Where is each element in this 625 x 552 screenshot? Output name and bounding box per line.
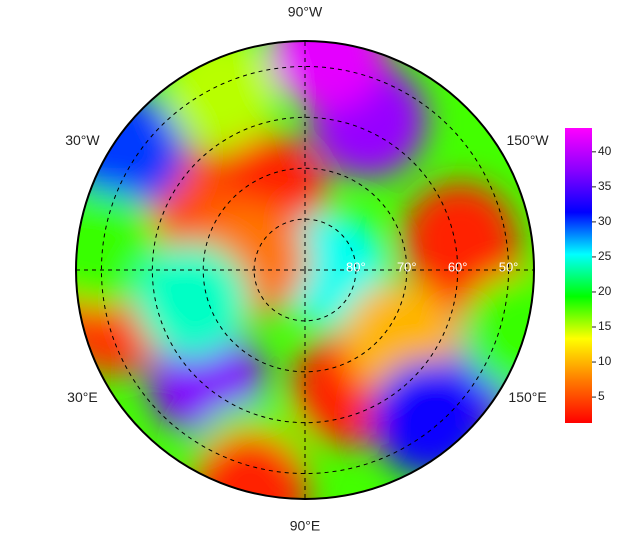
colorbar-tick-label: 20: [598, 284, 612, 298]
latitude-label: 80°: [346, 259, 366, 274]
latitude-label: 60°: [448, 259, 468, 274]
colorbar: 5 10 15 20 25 30 35 40: [565, 128, 612, 423]
colorbar-tick-label: 10: [598, 354, 612, 368]
graticule: [76, 41, 534, 499]
map-border: [75, 40, 535, 500]
colorbar-tick-label: 5: [598, 389, 605, 403]
colorbar-tick-label: 15: [598, 319, 612, 333]
heatmap: [76, 41, 534, 499]
colorbar-tick-label: 30: [598, 214, 612, 228]
heatmap-region: [269, 41, 386, 111]
colorbar-tick-label: 25: [598, 249, 612, 263]
colorbar-tick-label: 40: [598, 144, 612, 158]
heatmap-region: [133, 242, 250, 359]
heatmap-region: [163, 41, 280, 149]
longitude-label: 30°W: [65, 132, 100, 148]
latitude-circle: [151, 116, 459, 424]
heatmap-region: [76, 190, 161, 307]
heatmap-cells: [76, 41, 534, 499]
heatmap-region: [192, 431, 309, 499]
longitude-label: 150°E: [508, 389, 546, 405]
longitude-label: 90°E: [290, 518, 321, 534]
labels: 90°W 30°W 150°W 30°E 150°E 90°E 80° 70° 60° 50°: [65, 4, 549, 534]
latitude-circle: [253, 218, 357, 322]
longitude-label: 150°W: [506, 132, 549, 148]
longitude-label: 90°W: [288, 4, 323, 20]
latitude-label: 70°: [397, 259, 417, 274]
colorbar-gradient: [565, 128, 592, 423]
heatmap-region: [371, 360, 488, 477]
colorbar-tick-label: 35: [598, 179, 612, 193]
longitude-label: 30°E: [67, 389, 98, 405]
heatmap-region: [462, 273, 534, 390]
latitude-label: 50°: [499, 259, 519, 274]
